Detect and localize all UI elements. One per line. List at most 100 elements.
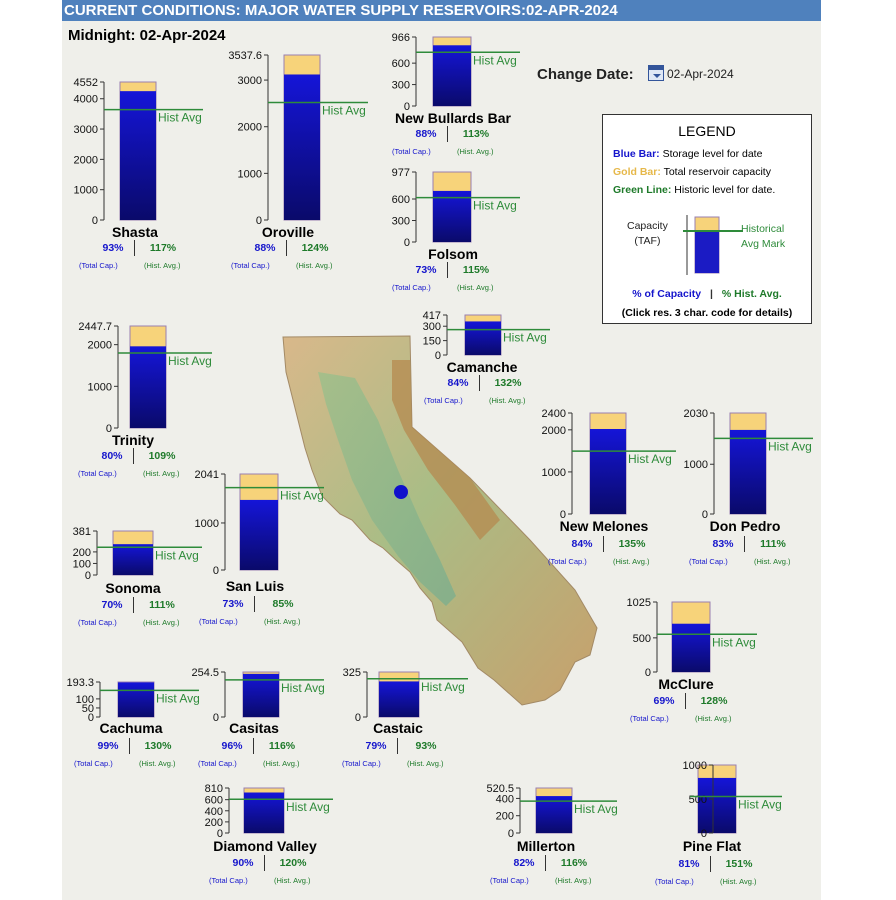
reservoir-name-millerton[interactable]: Millerton [516, 838, 576, 854]
reservoir-name-camanche[interactable]: Camanche [446, 359, 518, 375]
pct-capacity: 69% [653, 695, 675, 707]
pct-capacity: 82% [513, 857, 535, 869]
stat-separator [744, 536, 745, 552]
reservoir-name-new-melones[interactable]: New Melones [559, 518, 649, 534]
pct-capacity: 88% [254, 242, 276, 254]
legend-historical-text: Historical [741, 223, 785, 235]
page-title: CURRENT CONDITIONS: MAJOR WATER SUPPLY R… [62, 0, 821, 21]
hist-avg-caption: (Hist. Avg.) [720, 877, 757, 886]
legend-capacity-unit: (TAF) [634, 235, 661, 247]
reservoir-name-mcclure[interactable]: McClure [658, 676, 714, 692]
reservoir-name-new-bullards-bar[interactable]: New Bullards Bar [395, 110, 511, 126]
calendar-icon[interactable] [648, 65, 664, 81]
legend-gold-row: Gold Bar: Total reservoir capacity [613, 166, 771, 178]
reservoir-name-cachuma[interactable]: Cachuma [99, 720, 163, 736]
legend-blue-row: Blue Bar: Storage level for date [613, 148, 762, 160]
sierra-nevada [392, 360, 500, 540]
stat-separator [129, 738, 130, 754]
hist-avg-caption: (Hist. Avg.) [143, 469, 180, 478]
legend-box: LEGEND Blue Bar: Storage level for date … [602, 114, 812, 324]
total-cap-caption: (Total Cap.) [490, 876, 529, 885]
stat-separator [133, 597, 134, 613]
hist-avg-caption: (Hist. Avg.) [489, 396, 526, 405]
pct-capacity: 88% [415, 128, 437, 140]
reservoir-name-don-pedro[interactable]: Don Pedro [709, 518, 781, 534]
stat-separator [447, 262, 448, 278]
reservoir-name-castaic[interactable]: Castaic [373, 720, 423, 736]
hist-avg-caption: (Hist. Avg.) [296, 261, 333, 270]
reservoir-name-shasta[interactable]: Shasta [112, 224, 158, 240]
legend-capacity-text: Capacity [627, 220, 668, 232]
legend-historical-label: Historical Avg Mark [741, 222, 785, 252]
selected-date[interactable]: 02-Apr-2024 [667, 67, 734, 81]
total-cap-caption: (Total Cap.) [548, 557, 587, 566]
hist-avg-caption: (Hist. Avg.) [274, 876, 311, 885]
hist-avg-caption: (Hist. Avg.) [264, 617, 301, 626]
stat-separator [685, 693, 686, 709]
reservoir-name-pine-flat[interactable]: Pine Flat [682, 838, 742, 854]
reservoir-name-san-luis[interactable]: San Luis [225, 578, 285, 594]
map-location-marker[interactable] [394, 485, 408, 499]
pct-capacity: 84% [447, 377, 469, 389]
reservoir-name-casitas[interactable]: Casitas [229, 720, 279, 736]
reservoir-name-trinity[interactable]: Trinity [111, 432, 154, 448]
pct-capacity: 99% [97, 740, 119, 752]
hist-avg-caption: (Hist. Avg.) [754, 557, 791, 566]
pct-hist-avg: 151% [725, 858, 753, 870]
reservoir-name-folsom[interactable]: Folsom [428, 246, 478, 262]
stat-separator [254, 596, 255, 612]
legend-pct-hist: % Hist. Avg. [721, 288, 782, 300]
pct-hist-avg: 116% [560, 857, 588, 869]
stat-separator [253, 738, 254, 754]
pct-hist-avg: 135% [618, 538, 646, 550]
pct-hist-avg: 132% [494, 377, 522, 389]
total-cap-caption: (Total Cap.) [655, 877, 694, 886]
stat-separator [397, 738, 398, 754]
total-cap-caption: (Total Cap.) [79, 261, 118, 270]
total-cap-caption: (Total Cap.) [78, 469, 117, 478]
legend-separator: | [710, 288, 713, 300]
pct-capacity: 96% [221, 740, 243, 752]
stat-separator [133, 448, 134, 464]
reservoir-name-oroville[interactable]: Oroville [261, 224, 315, 240]
pct-capacity: 93% [102, 242, 124, 254]
legend-green-text: Historic level for date. [674, 184, 776, 196]
pct-hist-avg: 130% [144, 740, 172, 752]
pct-hist-avg: 93% [415, 740, 437, 752]
legend-gold-key: Gold Bar: [613, 166, 661, 178]
stat-separator [134, 240, 135, 256]
total-cap-caption: (Total Cap.) [74, 759, 113, 768]
pct-hist-avg: 120% [279, 857, 307, 869]
legend-sample-storage [695, 231, 719, 273]
central-valley [318, 372, 456, 606]
hist-avg-caption: (Hist. Avg.) [457, 147, 494, 156]
stat-separator [710, 856, 711, 872]
stat-separator [286, 240, 287, 256]
pct-capacity: 79% [365, 740, 387, 752]
pct-capacity: 90% [232, 857, 254, 869]
pct-hist-avg: 128% [700, 695, 728, 707]
legend-title: LEGEND [678, 123, 736, 139]
hist-avg-caption: (Hist. Avg.) [263, 759, 300, 768]
total-cap-caption: (Total Cap.) [424, 396, 463, 405]
hist-avg-caption: (Hist. Avg.) [613, 557, 650, 566]
pct-hist-avg: 111% [760, 538, 786, 550]
midnight-date-label: Midnight: 02-Apr-2024 [68, 27, 226, 44]
reservoir-name-sonoma[interactable]: Sonoma [105, 580, 161, 596]
total-cap-caption: (Total Cap.) [199, 617, 238, 626]
pct-capacity: 83% [712, 538, 734, 550]
hist-avg-caption: (Hist. Avg.) [457, 283, 494, 292]
hist-avg-caption: (Hist. Avg.) [144, 261, 181, 270]
legend-green-key: Green Line: [613, 184, 672, 196]
legend-sample-bar [683, 215, 743, 275]
stat-separator [479, 375, 480, 391]
total-cap-caption: (Total Cap.) [392, 283, 431, 292]
reservoir-name-diamond-valley[interactable]: Diamond Valley [213, 838, 317, 854]
pct-hist-avg: 85% [272, 598, 294, 610]
hist-avg-caption: (Hist. Avg.) [407, 759, 444, 768]
pct-hist-avg: 124% [301, 242, 329, 254]
pct-capacity: 80% [101, 450, 123, 462]
total-cap-caption: (Total Cap.) [198, 759, 237, 768]
total-cap-caption: (Total Cap.) [78, 618, 117, 627]
